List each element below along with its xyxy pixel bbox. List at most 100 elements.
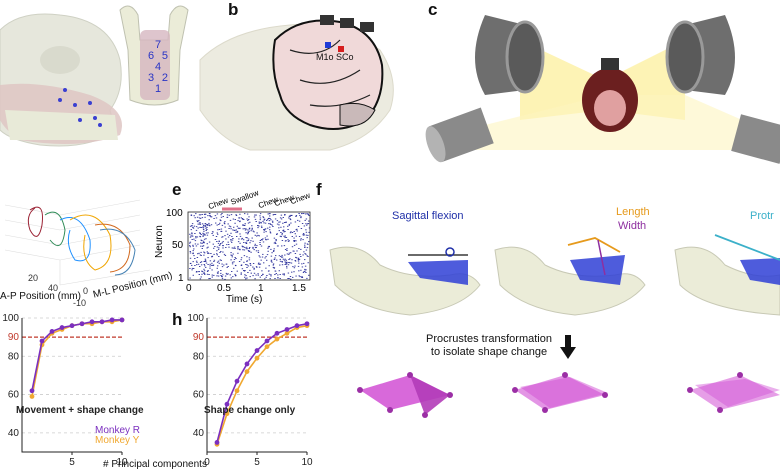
panel-h-point-monkey-r — [264, 338, 270, 344]
xray-source-right — [731, 114, 780, 164]
procrustes-shape-2 — [512, 372, 608, 413]
panel-h-axes — [206, 318, 307, 453]
jaw-bone — [5, 110, 118, 140]
panel-h-point-monkey-y — [274, 336, 280, 342]
procrustes-caption: Procrustes transformation to isolate sha… — [414, 333, 564, 359]
procrustes-shape-1 — [357, 372, 453, 418]
panel-g-axes — [21, 318, 122, 453]
panel-g-xtick-label: 5 — [69, 457, 75, 468]
procrustes-shapes — [357, 372, 780, 418]
panel-g-point-monkey-r — [79, 321, 85, 327]
panel-h-point-monkey-r — [214, 440, 220, 445]
marker-label-2: 2 — [161, 72, 168, 84]
panel-letter-c: c — [428, 0, 438, 19]
panel-h-xlabel: # Principal components — [103, 459, 207, 470]
trajectory-traces — [27, 206, 136, 276]
panel-g-annotation: Movement + shape change — [16, 405, 144, 416]
xray-source-left — [425, 107, 494, 163]
panel-h-point-monkey-y — [254, 355, 260, 361]
panel-e-raster-chart — [187, 207, 311, 281]
panel-d-xlabel: A-P Position (mm) — [0, 291, 81, 302]
sco-array — [338, 46, 344, 52]
implant-marker-labels: 7 6 5 4 3 2 1 — [148, 40, 168, 95]
panel-h-ytick-label: 80 — [193, 351, 205, 362]
down-arrow-icon — [560, 335, 576, 359]
connector-1 — [320, 15, 334, 25]
jaw-marker-dots — [58, 88, 102, 127]
cerebellum — [339, 102, 376, 127]
panel-h-point-monkey-r — [284, 327, 290, 332]
marker-label-3: 3 — [148, 72, 155, 84]
panel-h-xtick-label: 0 — [204, 457, 210, 468]
panel-g-series-line-monkey-y — [31, 319, 123, 397]
panel-g-ytick-label: 100 — [2, 313, 19, 324]
panel-h-point-monkey-y — [224, 411, 230, 417]
panel-letter-f: f — [316, 180, 322, 199]
panel-d-ytick-minus10: -10 — [73, 298, 87, 308]
marker-label-7: 7 — [154, 39, 162, 51]
panel-b-brain-illustration — [199, 15, 394, 151]
panel-d-xtick-40: 40 — [48, 283, 59, 293]
eye-socket — [40, 46, 80, 74]
panel-h-ytick-label: 90 — [193, 332, 205, 343]
panel-e-xlabel: Time (s) — [226, 294, 263, 305]
panel-g-xtick-label: 10 — [116, 457, 128, 468]
panel-h-point-monkey-y — [264, 344, 270, 350]
panel-letter-h: h — [172, 310, 183, 329]
panel-h-point-monkey-y — [244, 369, 250, 374]
panel-h-series-line-monkey-y — [216, 324, 308, 445]
panel-g-point-monkey-r — [29, 388, 35, 394]
panel-d-jaw-trajectories — [4, 199, 151, 286]
panel-h-point-monkey-r — [254, 348, 260, 353]
jaw-model-length-width — [494, 237, 646, 316]
panel-letter-b: b — [228, 0, 239, 19]
label-m1o: M1o — [316, 52, 334, 62]
panel-h-ytick-label: 60 — [193, 390, 205, 401]
jaw-model-protrusion — [674, 234, 780, 316]
intensifier-left-face — [505, 20, 545, 94]
panel-e-xtick-0: 0 — [186, 283, 192, 294]
procrustes-shape-3 — [687, 372, 780, 413]
panel-e-ytick-50: 50 — [172, 240, 184, 251]
panel-h-point-monkey-y — [284, 330, 290, 336]
panel-d-ytick-0: 0 — [83, 286, 89, 296]
panel-f-jaw-models — [329, 234, 780, 316]
panel-g-point-monkey-r — [69, 323, 75, 329]
label-sagittal-flexion: Sagittal flexion — [392, 210, 464, 222]
panel-c-xray-setup — [425, 15, 780, 164]
procrustes-line-1: Procrustes transformation — [426, 333, 552, 345]
panel-g-ytick-label: 90 — [8, 332, 20, 343]
panel-g-point-monkey-r — [89, 319, 95, 325]
panel-h-variance-chart: 40 60 80 90 100 0 5 10 — [187, 313, 313, 468]
panel-e-ylabel: Neuron — [154, 225, 165, 258]
connector-2 — [340, 18, 354, 28]
panel-g-series-line-monkey-r — [31, 319, 122, 391]
panel-h-point-monkey-r — [234, 378, 240, 384]
panel-g-point-monkey-y — [29, 394, 35, 399]
panel-h-point-monkey-r — [224, 401, 230, 407]
label-width: Width — [618, 220, 647, 232]
raster-spikes — [189, 213, 311, 280]
label-protrusion: Protr — [750, 210, 774, 222]
headpost — [601, 58, 619, 70]
panel-g-ytick-label: 40 — [8, 428, 20, 439]
panel-e-ytick-1: 1 — [178, 273, 184, 284]
panel-g-variance-chart: 40 60 80 90 100 5 10 — [2, 313, 128, 468]
marker-label-6: 6 — [148, 50, 155, 62]
jaw-model-sagittal — [329, 246, 481, 316]
panel-d-xtick-20: 20 — [28, 273, 39, 283]
panel-h-series-line-monkey-r — [216, 322, 308, 443]
marker-label-4: 4 — [154, 61, 162, 73]
panel-g-point-monkey-r — [59, 325, 65, 330]
pca-charts: 40 60 80 90 100 5 10 40 60 80 90 100 0 5 10 — [2, 313, 313, 468]
panel-h-ytick-label: 40 — [193, 428, 205, 439]
panel-g-point-monkey-r — [39, 338, 45, 344]
panel-d-grid — [4, 199, 151, 286]
legend-monkey-y: Monkey Y — [95, 435, 140, 446]
label-sco: SCo — [336, 52, 354, 62]
panel-e-ytick-100: 100 — [166, 208, 183, 219]
panel-e-xtick-05: 0.5 — [217, 283, 231, 294]
panel-h-point-monkey-r — [274, 330, 280, 336]
panel-e-xtick-1: 1 — [258, 283, 264, 294]
panel-g-point-monkey-r — [109, 317, 115, 323]
